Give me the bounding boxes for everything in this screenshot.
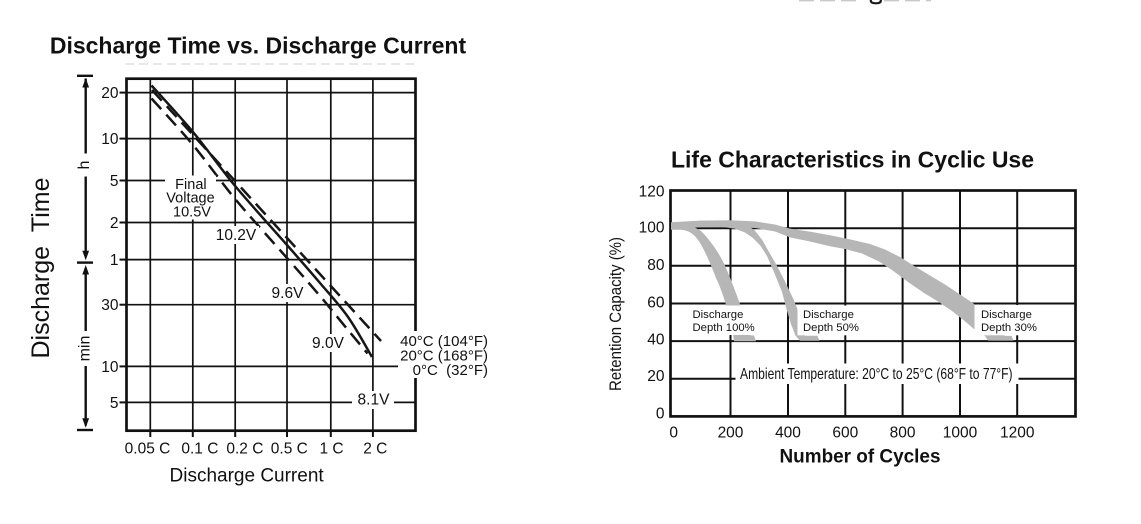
svg-text:min: min bbox=[77, 336, 94, 362]
svg-text:0.5 C: 0.5 C bbox=[271, 441, 308, 458]
svg-text:20: 20 bbox=[647, 368, 665, 385]
svg-text:20: 20 bbox=[101, 85, 119, 102]
svg-text:2: 2 bbox=[110, 215, 119, 232]
svg-text:5: 5 bbox=[110, 395, 119, 412]
svg-text:Discharge Time: Discharge Time bbox=[27, 177, 55, 358]
svg-text:600: 600 bbox=[832, 425, 858, 442]
svg-text:400: 400 bbox=[775, 425, 801, 442]
svg-text:Number of Cycles: Number of Cycles bbox=[780, 446, 941, 468]
svg-text:0.2 C: 0.2 C bbox=[226, 441, 263, 458]
svg-text:1 C: 1 C bbox=[319, 441, 343, 458]
svg-text:9.6V: 9.6V bbox=[272, 285, 305, 302]
svg-text:Depth 30%: Depth 30% bbox=[981, 322, 1037, 334]
svg-text:0.1 C: 0.1 C bbox=[181, 441, 218, 458]
svg-text:Voltage: Voltage bbox=[166, 190, 214, 206]
svg-text:80: 80 bbox=[647, 257, 665, 274]
svg-text:20°C (168°F): 20°C (168°F) bbox=[400, 348, 488, 365]
svg-text:100: 100 bbox=[639, 220, 665, 237]
svg-text:Discharge Time vs. Discharge C: Discharge Time vs. Discharge Current bbox=[50, 33, 467, 59]
svg-text:h: h bbox=[76, 161, 93, 170]
svg-text:Retention Capacity (%): Retention Capacity (%) bbox=[606, 237, 625, 391]
svg-text:10.2V: 10.2V bbox=[216, 227, 257, 244]
svg-text:2 C: 2 C bbox=[363, 441, 387, 458]
svg-text:10.5V: 10.5V bbox=[173, 205, 211, 221]
svg-text:1000: 1000 bbox=[943, 425, 978, 442]
svg-text:1: 1 bbox=[110, 252, 119, 269]
svg-text:800: 800 bbox=[890, 425, 916, 442]
svg-text:1200: 1200 bbox=[1000, 425, 1035, 442]
svg-text:Discharge Current: Discharge Current bbox=[170, 466, 325, 487]
svg-text:10: 10 bbox=[101, 131, 119, 148]
svg-text:9.0V: 9.0V bbox=[312, 335, 345, 352]
svg-text:40: 40 bbox=[647, 332, 665, 349]
svg-text:Depth 100%: Depth 100% bbox=[693, 322, 755, 334]
svg-text:8.1V: 8.1V bbox=[358, 391, 391, 408]
svg-text:120: 120 bbox=[639, 184, 665, 201]
svg-text:Discharge: Discharge bbox=[981, 309, 1032, 321]
svg-text:60: 60 bbox=[647, 295, 665, 312]
svg-text:5: 5 bbox=[110, 173, 119, 190]
svg-text:Life Characteristics in Cyclic: Life Characteristics in Cyclic Use bbox=[671, 147, 1034, 173]
svg-text:Discharge: Discharge bbox=[803, 309, 854, 321]
svg-text:200: 200 bbox=[718, 425, 744, 442]
svg-text:40°C (104°F): 40°C (104°F) bbox=[400, 333, 488, 350]
svg-text:Final: Final bbox=[175, 177, 206, 193]
svg-text:Discharge: Discharge bbox=[693, 309, 744, 321]
svg-text:0°C (32°F): 0°C (32°F) bbox=[413, 362, 488, 379]
svg-text:0.05 C: 0.05 C bbox=[125, 441, 171, 458]
svg-text:Ambient Temperature: 20°C to 2: Ambient Temperature: 20°C to 25°C (68°F … bbox=[740, 366, 1013, 383]
svg-text:0: 0 bbox=[656, 406, 665, 423]
svg-text:Depth 50%: Depth 50% bbox=[803, 322, 859, 334]
svg-text:30: 30 bbox=[101, 297, 119, 314]
svg-text:10: 10 bbox=[101, 359, 119, 376]
svg-text:0: 0 bbox=[669, 425, 678, 442]
